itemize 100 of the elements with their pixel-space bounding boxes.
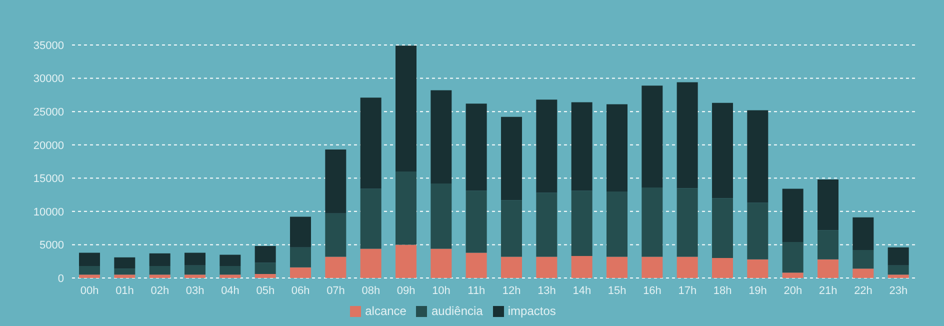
bar — [184, 274, 206, 278]
x-tick-label: 01h — [116, 284, 134, 297]
bar — [430, 183, 452, 249]
bar — [149, 274, 170, 278]
bar — [642, 187, 663, 257]
bar — [220, 274, 241, 278]
bar — [852, 217, 874, 250]
bar — [149, 266, 170, 275]
bar — [712, 258, 733, 278]
bar — [79, 266, 100, 275]
y-tick-label: 5000 — [40, 240, 64, 252]
bar — [676, 82, 698, 188]
bar — [888, 265, 909, 275]
bar — [114, 274, 136, 278]
legend-label: audiência — [431, 304, 483, 318]
bar — [818, 259, 838, 278]
bar — [254, 246, 276, 263]
x-tick-label: 00h — [80, 284, 99, 297]
bar — [360, 98, 382, 189]
x-tick-label: 11h — [468, 284, 486, 297]
bar — [466, 104, 487, 191]
bar — [290, 247, 311, 268]
bar — [536, 100, 558, 193]
bar — [747, 202, 768, 260]
bar — [747, 259, 768, 278]
bar — [888, 247, 909, 266]
x-tick-label: 22h — [854, 284, 872, 297]
x-tick-label: 03h — [186, 284, 204, 297]
bar — [149, 253, 170, 266]
x-tick-label: 10h — [432, 284, 450, 297]
bar — [676, 188, 698, 257]
bar — [852, 250, 874, 269]
bar — [536, 256, 558, 278]
bar — [712, 102, 733, 198]
y-tick-label: 15000 — [33, 173, 64, 186]
bar — [747, 110, 768, 203]
bar — [396, 46, 416, 172]
x-tick-label: 05h — [256, 284, 275, 297]
x-tick-label: 06h — [291, 284, 310, 297]
bar — [571, 190, 592, 256]
x-tick-label: 02h — [150, 284, 170, 297]
bar — [290, 216, 311, 248]
bar — [254, 262, 276, 274]
bar — [536, 192, 558, 257]
bar — [642, 86, 663, 188]
bar — [501, 116, 522, 200]
bar — [852, 268, 874, 278]
bar — [220, 254, 241, 266]
bar — [360, 248, 382, 278]
bar — [501, 256, 522, 278]
x-tick-label: 09h — [396, 284, 416, 297]
bar — [818, 230, 838, 260]
x-tick-label: 23h — [889, 284, 908, 297]
bar — [782, 272, 804, 278]
bar — [712, 198, 733, 258]
bar — [430, 90, 452, 184]
bar — [606, 191, 628, 257]
x-tick-label: 19h — [748, 284, 767, 297]
bar — [184, 252, 206, 266]
x-tick-label: 20h — [784, 284, 802, 297]
x-tick-label: 21h — [818, 284, 838, 297]
bar — [606, 104, 628, 192]
x-tick-label: 17h — [678, 284, 697, 297]
x-tick-label: 18h — [713, 284, 732, 297]
bar — [501, 200, 522, 257]
y-tick-label: 30000 — [33, 73, 64, 86]
bar — [606, 256, 628, 278]
bar — [396, 171, 416, 245]
legend-label: impactos — [508, 304, 556, 318]
y-tick-label: 25000 — [33, 106, 64, 118]
x-tick-label: 16h — [643, 284, 662, 297]
bar — [325, 256, 346, 278]
bar — [79, 252, 100, 266]
bar — [676, 256, 698, 278]
y-tick-label: 10000 — [33, 206, 64, 218]
bar — [290, 267, 311, 278]
bar — [466, 252, 487, 278]
bar — [888, 274, 909, 278]
legend-label: alcance — [365, 304, 406, 318]
bar — [571, 102, 592, 191]
x-tick-label: 08h — [362, 284, 380, 297]
bar — [325, 150, 346, 214]
bar — [782, 242, 804, 273]
x-tick-label: 14h — [572, 284, 592, 297]
bar — [114, 268, 136, 275]
y-tick-label: 35000 — [33, 40, 64, 52]
y-tick-label: 0 — [58, 272, 64, 285]
bar — [254, 274, 276, 278]
bar — [642, 256, 663, 278]
bar — [396, 244, 416, 278]
bar — [360, 188, 382, 249]
x-tick-label: 04h — [221, 284, 240, 297]
bar — [466, 190, 487, 253]
bar — [430, 248, 452, 278]
bar — [818, 179, 838, 230]
y-tick-label: 20000 — [33, 140, 64, 152]
bar — [782, 188, 804, 242]
x-tick-label: 15h — [608, 284, 626, 297]
bar — [79, 274, 100, 278]
bar — [571, 256, 592, 278]
